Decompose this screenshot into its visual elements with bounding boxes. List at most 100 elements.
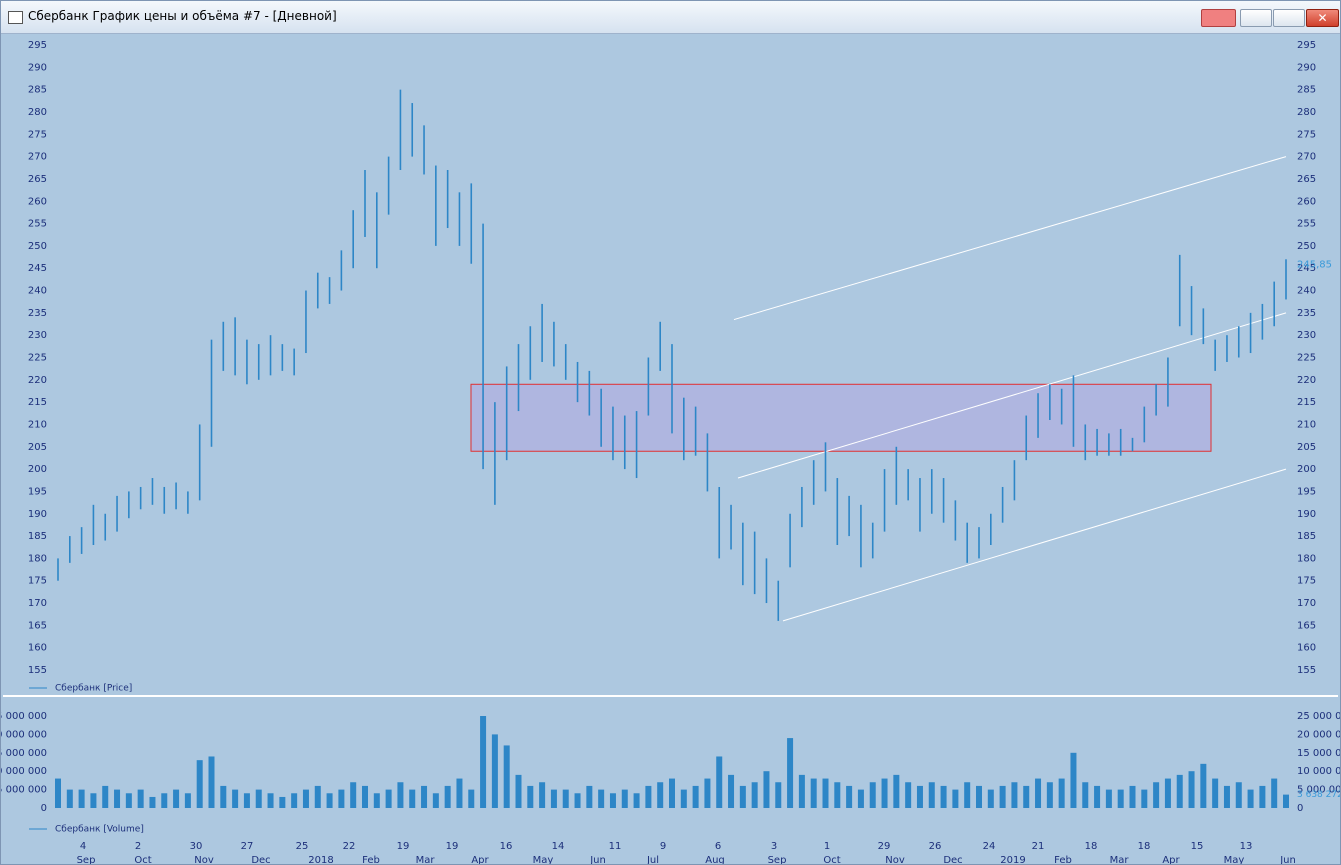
volume-bar	[220, 785, 227, 808]
v-tick-label: 25 000 000	[1, 711, 47, 722]
y-tick-label: 285	[1297, 85, 1316, 96]
y-tick-label: 270	[1297, 152, 1316, 163]
trendline	[737, 312, 1287, 479]
volume-bar	[763, 771, 770, 808]
x-day-label: 19	[397, 841, 410, 852]
volume-bar	[515, 774, 522, 808]
volume-bar	[846, 785, 853, 808]
volume-bar	[432, 793, 439, 808]
y-tick-label: 165	[1297, 620, 1316, 631]
legend-volume: Сбербанк [Volume]	[55, 825, 144, 835]
y-tick-label: 245	[1297, 263, 1316, 274]
volume-bar	[550, 789, 557, 808]
volume-bar	[692, 785, 699, 808]
x-day-label: 1	[824, 841, 830, 852]
volume-bar	[409, 789, 416, 808]
y-tick-label: 255	[1297, 219, 1316, 230]
y-tick-label: 160	[28, 643, 47, 654]
chart: Сбербанк [Price] Сбербанк [Volume] 155 15…	[1, 40, 1340, 864]
y-tick-label: 185	[28, 531, 47, 542]
volume-bar	[1200, 763, 1207, 808]
volume-bar	[787, 738, 794, 808]
volume-bar	[834, 782, 841, 808]
volume-bar	[1070, 752, 1077, 808]
volume-bar	[574, 793, 581, 808]
y-tick-label: 200	[1297, 464, 1316, 475]
v-tick-label: 0	[41, 803, 47, 814]
y-tick-label: 280	[28, 107, 47, 118]
pin-button[interactable]	[1201, 9, 1236, 27]
volume-bar	[633, 793, 640, 808]
volume-bar	[728, 774, 735, 808]
volume-bar	[940, 785, 947, 808]
volume-bar	[1153, 782, 1160, 808]
maximize-button[interactable]	[1273, 9, 1305, 27]
volume-bar	[1271, 778, 1278, 808]
y-tick-label: 195	[28, 486, 47, 497]
v-tick-label: 10 000 000	[1297, 766, 1340, 777]
volume-bar	[905, 782, 912, 808]
last-price-label: 245,85	[1297, 259, 1332, 270]
title-bar: Сбербанк График цены и объёма #7 - [Днев…	[1, 1, 1340, 34]
volume-bar	[468, 789, 475, 808]
volume-bar	[1259, 785, 1266, 808]
y-tick-label: 220	[1297, 375, 1316, 386]
v-tick-label: 20 000 000	[1297, 729, 1340, 740]
y-tick-label: 165	[28, 620, 47, 631]
y-tick-label: 155	[1297, 665, 1316, 676]
volume-bar	[114, 789, 121, 808]
y-tick-label: 295	[28, 40, 47, 51]
x-day-label: 26	[929, 841, 942, 852]
volume-bar	[527, 785, 534, 808]
volume-bar	[161, 793, 168, 808]
x-month-label: Oct	[134, 855, 151, 864]
volume-bar	[657, 782, 664, 808]
volume-bar	[55, 778, 61, 808]
volume-bar	[1094, 785, 1101, 808]
volume-bar	[976, 785, 982, 808]
y-tick-label: 175	[1297, 576, 1316, 587]
y-tick-label: 225	[1297, 353, 1316, 364]
minimize-button[interactable]	[1240, 9, 1272, 27]
v-tick-label: 0	[1297, 803, 1303, 814]
volume-bar	[137, 789, 144, 808]
y-tick-label: 200	[28, 464, 47, 475]
x-month-label: Apr	[471, 855, 489, 864]
y-tick-label: 170	[28, 598, 47, 609]
y-tick-label: 210	[1297, 419, 1316, 430]
x-month-label: 2019	[1000, 855, 1025, 864]
volume-bar	[66, 789, 73, 808]
close-button[interactable]: ✕	[1306, 9, 1339, 27]
x-day-label: 18	[1085, 841, 1098, 852]
volume-bar	[539, 782, 546, 808]
x-month-label: Feb	[1054, 855, 1072, 864]
x-month-label: Sep	[768, 855, 787, 864]
volume-bar	[196, 760, 203, 808]
volume-bar	[1082, 782, 1089, 808]
volume-bar	[491, 734, 498, 808]
x-day-label: 9	[660, 841, 666, 852]
volume-bar	[90, 793, 97, 808]
volume-bar	[1117, 789, 1124, 808]
x-day-label: 14	[552, 841, 565, 852]
y-tick-label: 195	[1297, 486, 1316, 497]
x-day-label: 15	[1191, 841, 1204, 852]
v-tick-label: 10 000 000	[1, 766, 47, 777]
x-day-label: 2	[135, 841, 141, 852]
volume-bar	[1235, 782, 1242, 808]
x-month-label: 2018	[308, 855, 333, 864]
y-tick-label: 250	[28, 241, 47, 252]
y-tick-label: 210	[28, 419, 47, 430]
x-month-label: Dec	[943, 855, 962, 864]
window-icon	[8, 11, 23, 24]
volume-bar	[857, 789, 864, 808]
volume-bar	[149, 796, 156, 808]
y-tick-label: 215	[28, 397, 47, 408]
volume-bar	[184, 793, 191, 808]
x-month-label: Mar	[1110, 855, 1130, 864]
volume-bar	[421, 785, 428, 808]
volume-bar	[1176, 774, 1183, 808]
y-tick-label: 205	[28, 442, 47, 453]
volume-bar	[291, 793, 298, 808]
x-month-label: Jun	[1279, 855, 1296, 864]
